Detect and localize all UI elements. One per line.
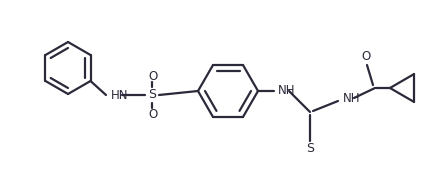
Text: S: S: [148, 89, 156, 102]
Text: NH: NH: [343, 92, 360, 106]
Text: O: O: [361, 51, 370, 64]
Text: O: O: [148, 70, 158, 83]
Text: S: S: [306, 143, 314, 156]
Text: O: O: [148, 107, 158, 120]
Text: HN: HN: [111, 89, 128, 102]
Text: NH: NH: [278, 85, 296, 98]
